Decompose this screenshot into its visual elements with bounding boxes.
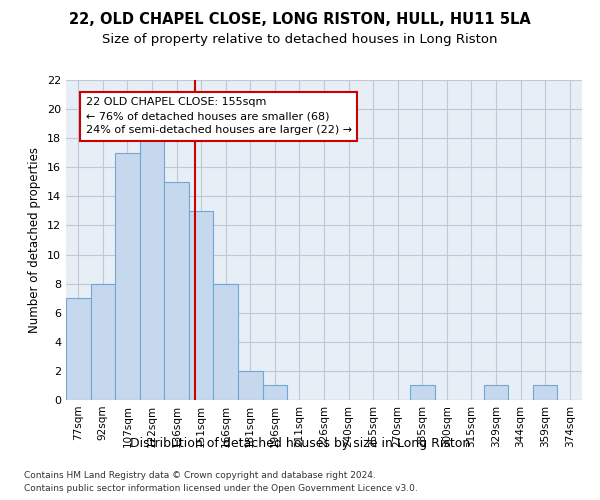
Text: 22, OLD CHAPEL CLOSE, LONG RISTON, HULL, HU11 5LA: 22, OLD CHAPEL CLOSE, LONG RISTON, HULL,… (69, 12, 531, 28)
Bar (410, 386, 434, 400)
Bar (91, 284, 115, 400)
Bar (263, 386, 287, 400)
Bar (533, 386, 557, 400)
Text: 22 OLD CHAPEL CLOSE: 155sqm
← 76% of detached houses are smaller (68)
24% of sem: 22 OLD CHAPEL CLOSE: 155sqm ← 76% of det… (86, 98, 352, 136)
Bar (164, 182, 189, 400)
Bar (189, 211, 214, 400)
Bar (214, 284, 238, 400)
Bar (140, 138, 164, 400)
Bar (484, 386, 508, 400)
Bar (238, 371, 263, 400)
Bar (66, 298, 91, 400)
Text: Size of property relative to detached houses in Long Riston: Size of property relative to detached ho… (102, 32, 498, 46)
Text: Contains HM Land Registry data © Crown copyright and database right 2024.: Contains HM Land Registry data © Crown c… (24, 471, 376, 480)
Text: Contains public sector information licensed under the Open Government Licence v3: Contains public sector information licen… (24, 484, 418, 493)
Text: Distribution of detached houses by size in Long Riston: Distribution of detached houses by size … (130, 438, 470, 450)
Bar (115, 152, 140, 400)
Y-axis label: Number of detached properties: Number of detached properties (28, 147, 41, 333)
